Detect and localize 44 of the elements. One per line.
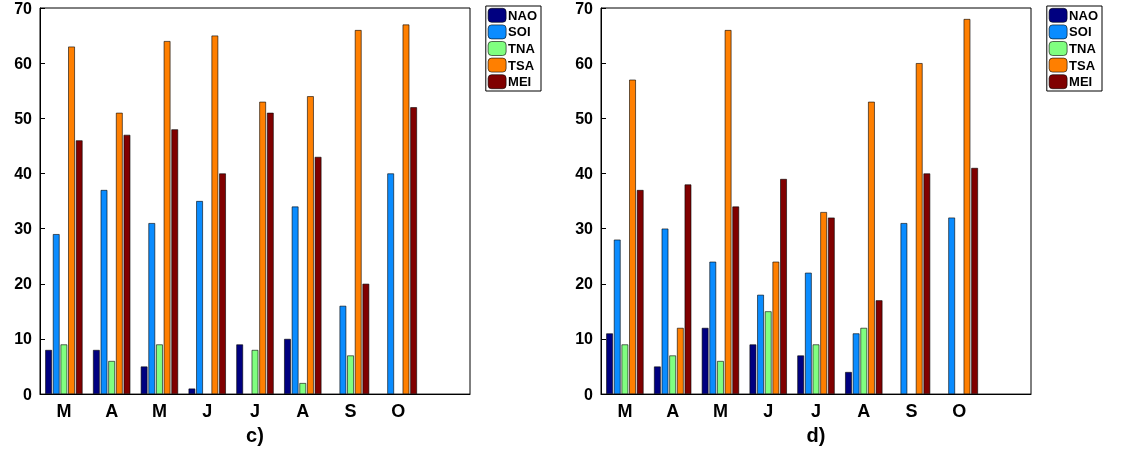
x-tick-label: O bbox=[952, 401, 967, 422]
x-tick-label: M bbox=[712, 401, 728, 422]
x-tick-label: J bbox=[810, 401, 822, 422]
legend-label: TSA bbox=[508, 57, 535, 73]
y-tick-label: 0 bbox=[584, 385, 594, 403]
legend-label: NAO bbox=[508, 7, 537, 23]
x-tick-label: A bbox=[857, 401, 871, 422]
legend-label: SOI bbox=[508, 24, 531, 40]
x-tick-label: S bbox=[905, 401, 918, 422]
legend-label: MEI bbox=[508, 74, 532, 90]
x-tick-label: A bbox=[105, 401, 119, 422]
y-tick-label: 60 bbox=[14, 54, 33, 72]
y-tick-label: 60 bbox=[575, 54, 594, 72]
x-tick-label: A bbox=[296, 401, 310, 422]
x-tick-label: J bbox=[249, 401, 261, 422]
x-tick-label: J bbox=[202, 401, 213, 422]
legend-label: SOI bbox=[1069, 24, 1092, 40]
x-tick-label: M bbox=[56, 401, 72, 422]
y-tick-label: 30 bbox=[575, 220, 594, 238]
legend-label: NAO bbox=[1069, 7, 1098, 23]
y-tick-label: 30 bbox=[14, 220, 33, 238]
y-tick-label: 70 bbox=[14, 0, 33, 17]
y-tick-label: 50 bbox=[575, 109, 594, 127]
y-tick-label: 70 bbox=[575, 0, 594, 17]
legend-label: TNA bbox=[1069, 41, 1097, 56]
x-tick-label: A bbox=[666, 401, 680, 422]
y-tick-label: 0 bbox=[23, 385, 33, 403]
x-tick-label: J bbox=[763, 401, 774, 422]
y-tick-label: 10 bbox=[575, 330, 594, 348]
x-axis-title: c) bbox=[246, 424, 264, 446]
y-tick-label: 50 bbox=[14, 109, 33, 127]
x-tick-label: M bbox=[617, 401, 633, 422]
y-tick-label: 20 bbox=[14, 275, 33, 293]
x-tick-label: S bbox=[344, 401, 357, 422]
y-tick-label: 10 bbox=[14, 330, 33, 348]
x-tick-label: O bbox=[391, 401, 406, 422]
y-tick-label: 20 bbox=[575, 275, 594, 293]
x-tick-label: M bbox=[151, 401, 167, 422]
legend-label: TNA bbox=[508, 41, 536, 56]
x-axis-title: d) bbox=[806, 424, 826, 446]
y-tick-label: 40 bbox=[14, 164, 33, 182]
legend-label: MEI bbox=[1069, 74, 1093, 90]
legend-label: TSA bbox=[1069, 57, 1096, 73]
y-tick-label: 40 bbox=[575, 164, 594, 182]
